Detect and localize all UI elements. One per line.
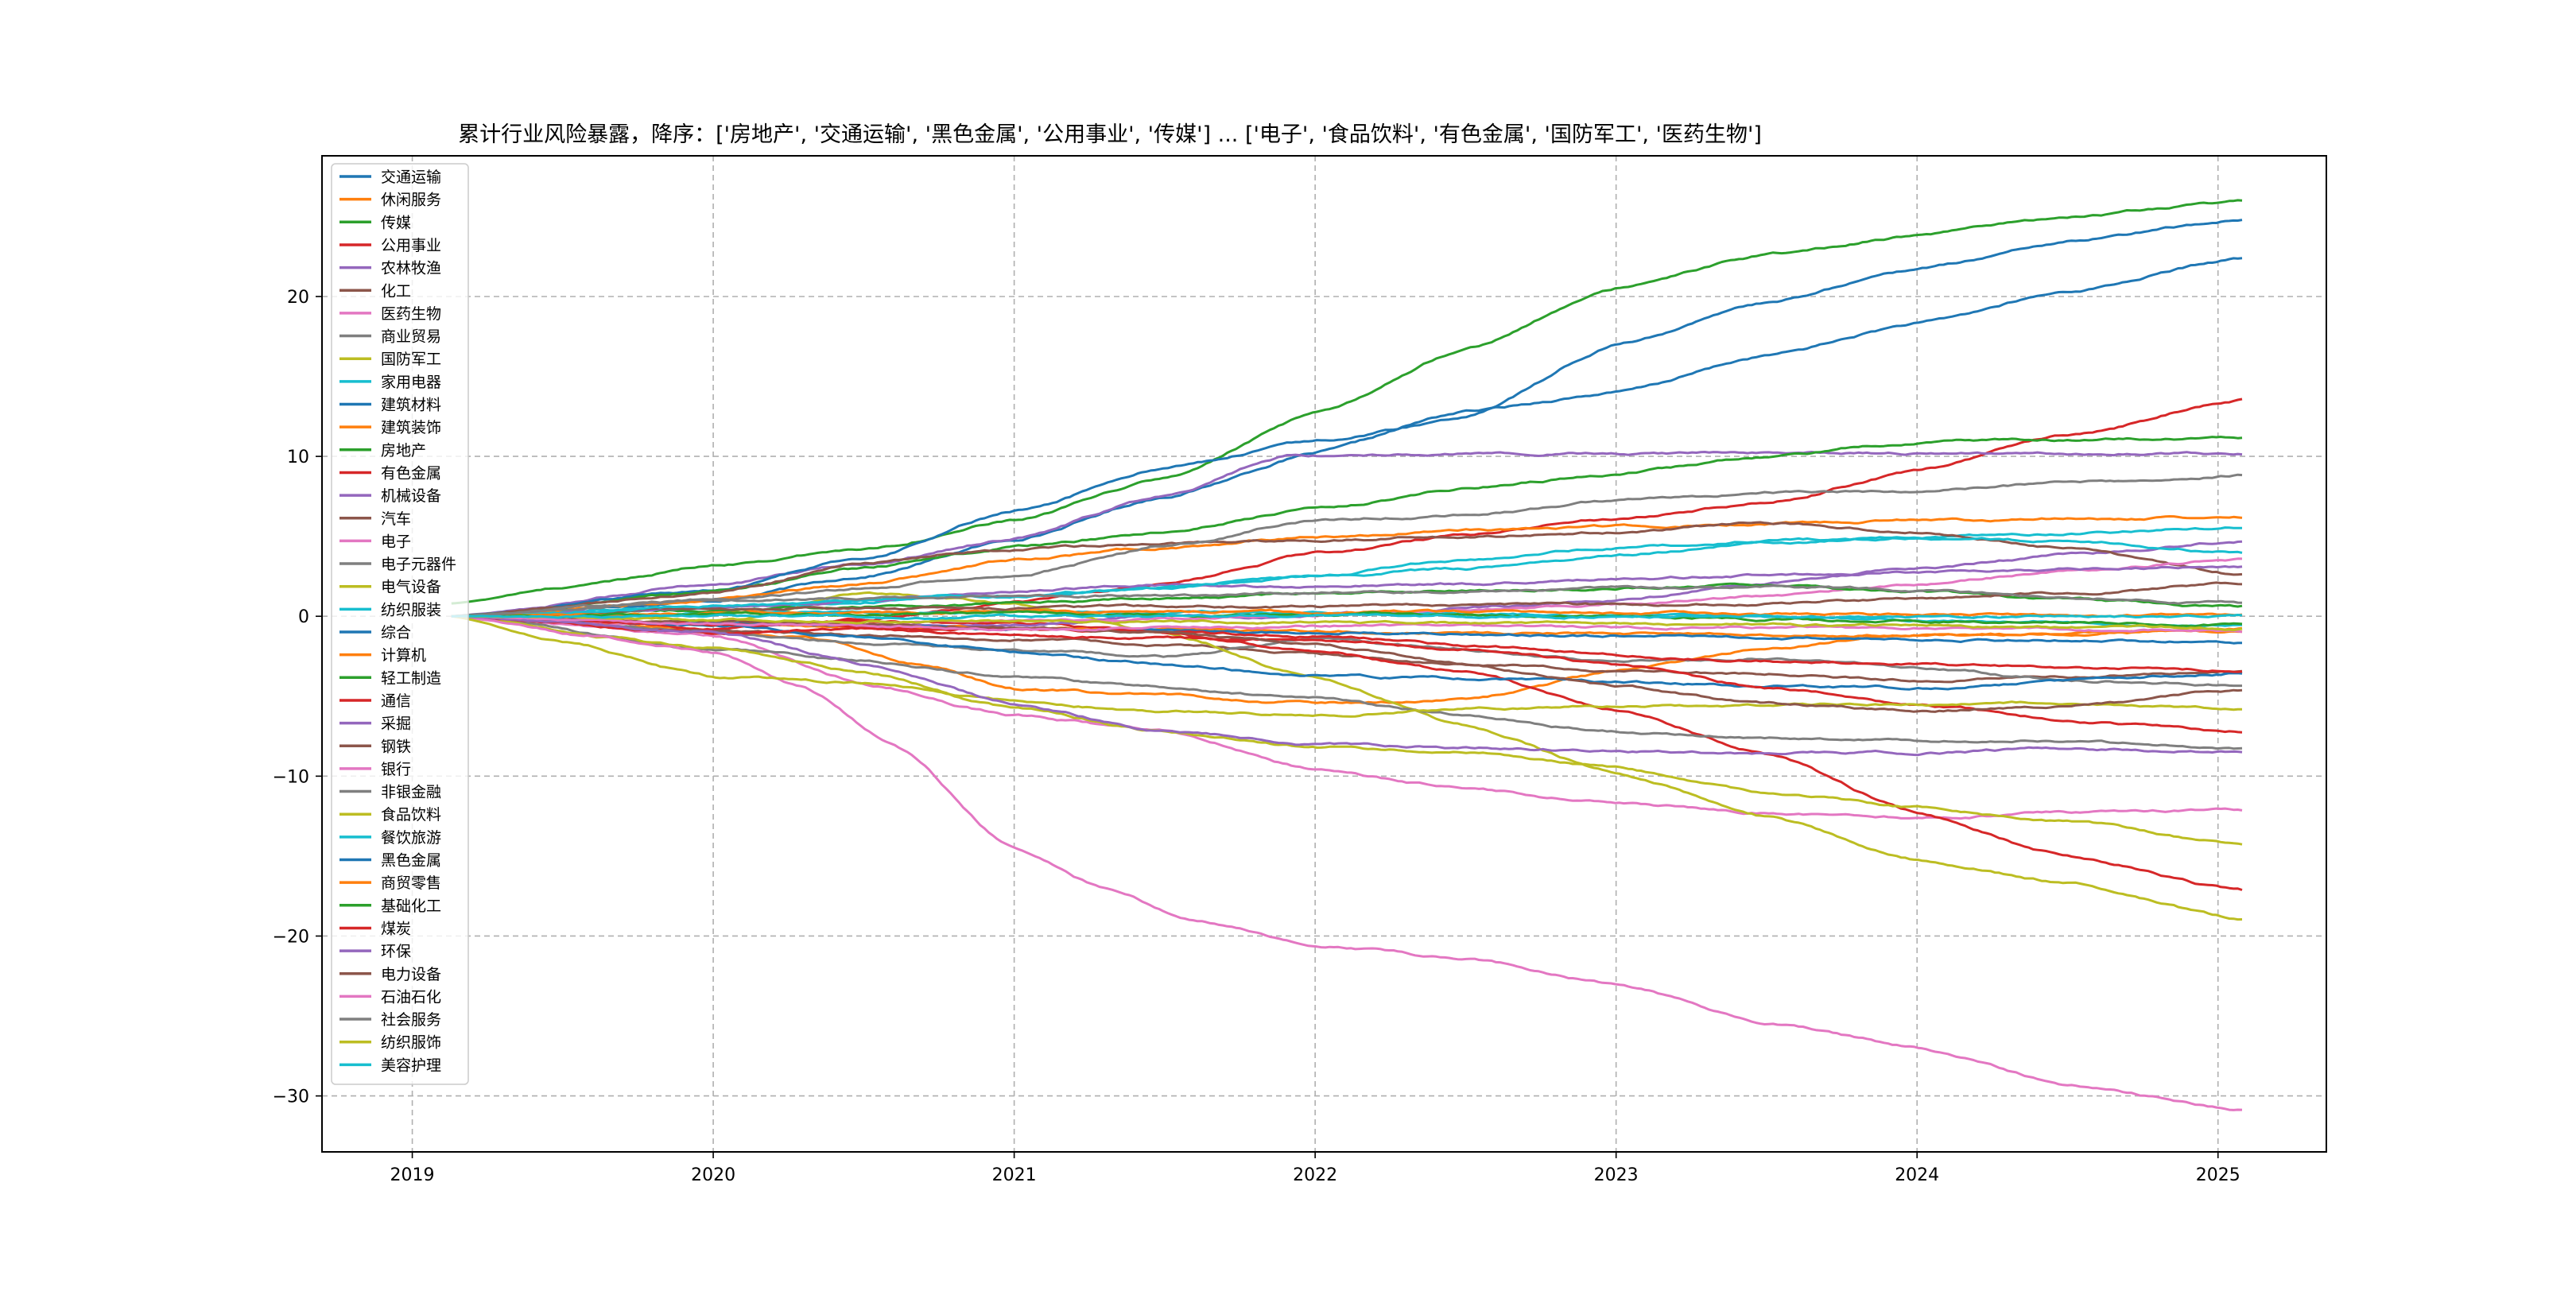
x-tick-label: 2022	[1293, 1165, 1337, 1185]
series-layer	[451, 199, 2243, 1111]
legend-label: 农林牧渔	[381, 260, 441, 277]
legend-label: 采掘	[381, 715, 411, 733]
legend-label: 环保	[381, 943, 411, 960]
y-tick-label: 0	[298, 607, 309, 627]
legend-label: 通信	[381, 692, 411, 710]
legend-label: 有色金属	[381, 464, 441, 482]
series-line-16	[451, 521, 2243, 618]
legend-label: 钢铁	[381, 738, 411, 755]
legend-label: 休闲服务	[381, 192, 441, 209]
legend-label: 医药生物	[381, 305, 441, 323]
legend-label: 交通运输	[381, 169, 441, 186]
legend-label: 电气设备	[381, 579, 441, 596]
legend-label: 国防军工	[381, 351, 441, 368]
legend-label: 公用事业	[381, 237, 441, 254]
legend-label: 机械设备	[381, 487, 441, 505]
legend-label: 化工	[381, 282, 411, 300]
legend-label: 黑色金属	[381, 852, 441, 870]
series-line-3	[451, 199, 2243, 605]
legend-label: 非银金融	[381, 784, 441, 801]
series-line-30	[451, 537, 2243, 618]
legend-label: 综合	[381, 624, 411, 642]
series-line-21	[451, 614, 2243, 691]
legend-label: 纺织服饰	[381, 1034, 441, 1052]
series-line-35	[451, 614, 2243, 757]
legend-label: 餐饮旅游	[381, 829, 441, 847]
plot-frame	[321, 155, 2327, 1153]
legend-label: 建筑装饰	[381, 419, 441, 436]
tick-layer: 2019 2020 2021 2022 2023 2024 2025 −30 −20 −10 0 10…	[273, 288, 2240, 1185]
legend-label: 食品饮料	[381, 806, 441, 824]
x-tick-label: 2021	[992, 1165, 1037, 1185]
legend-label: 电子	[381, 533, 411, 550]
x-tick-label: 2025	[2196, 1165, 2240, 1185]
x-tick-label: 2020	[691, 1165, 735, 1185]
x-tick-label: 2019	[390, 1165, 435, 1185]
legend-label: 家用电器	[381, 374, 441, 391]
legend-label: 美容护理	[381, 1056, 441, 1074]
series-line-8	[451, 614, 2242, 688]
series-line-6	[451, 614, 2243, 684]
series-line-24	[451, 614, 2243, 734]
series-line-9	[451, 591, 2243, 921]
legend-label: 房地产	[381, 442, 426, 459]
series-line-26	[451, 581, 2243, 618]
y-tick-label: 20	[287, 288, 309, 308]
legend-label: 基础化工	[381, 897, 441, 915]
series-line-28	[451, 473, 2243, 618]
y-tick-label: −30	[273, 1087, 309, 1107]
series-line-12	[451, 515, 2243, 618]
series-line-11	[451, 219, 2243, 618]
y-tick-label: −10	[273, 767, 309, 787]
series-line-18	[451, 614, 2243, 750]
series-line-40	[451, 613, 2243, 621]
legend-label: 纺织服装	[381, 601, 441, 618]
legend-label: 煤炭	[381, 920, 411, 937]
legend-label: 汽车	[381, 510, 411, 528]
legend-label: 电子元器件	[381, 556, 456, 573]
y-tick-label: −20	[273, 927, 309, 947]
legend: 交通运输休闲服务传媒公用事业农林牧渔化工医药生物商业贸易国防军工家用电器建筑材料…	[331, 163, 469, 1085]
legend-label: 商业贸易	[381, 328, 441, 346]
series-line-27	[451, 614, 2243, 1111]
series-line-38	[451, 584, 2243, 618]
legend-label: 传媒	[381, 214, 411, 231]
series-line-7	[451, 614, 2243, 820]
legend-label: 轻工制造	[381, 669, 441, 687]
series-line-39	[451, 614, 2243, 632]
x-tick-label: 2023	[1594, 1165, 1639, 1185]
series-line-5	[451, 451, 2243, 618]
legend-label: 电力设备	[381, 966, 441, 983]
chart-title: 累计行业风险暴露，降序：['房地产', '交通运输', '黑色金属', '公用事…	[458, 122, 1762, 147]
series-line-32	[451, 608, 2243, 618]
legend-label: 商贸零售	[381, 874, 441, 892]
legend-label: 建筑材料	[381, 397, 441, 414]
legend-label: 石油石化	[381, 988, 441, 1006]
series-line-25	[451, 565, 2243, 618]
x-tick-label: 2024	[1895, 1165, 1939, 1185]
series-line-29	[451, 614, 2243, 718]
legend-label: 社会服务	[381, 1011, 441, 1029]
series-line-36	[451, 614, 2243, 713]
series-line-37	[451, 614, 2243, 634]
y-tick-label: 10	[287, 448, 309, 467]
legend-box	[331, 163, 469, 1085]
legend-label: 银行	[381, 761, 411, 778]
legend-label: 计算机	[381, 647, 426, 665]
series-line-19	[451, 614, 2243, 846]
